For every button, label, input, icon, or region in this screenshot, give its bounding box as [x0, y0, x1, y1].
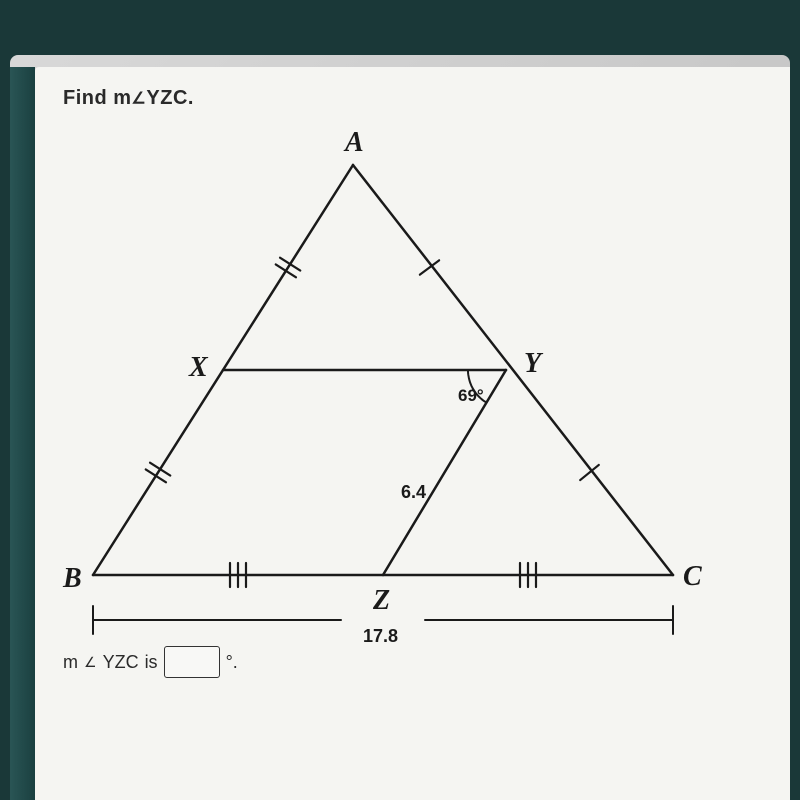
vertex-label-b: B [63, 563, 82, 595]
question-suffix: . [188, 87, 194, 109]
vertex-label-a: A [345, 127, 364, 159]
diagram-svg [63, 120, 703, 640]
content-panel: Find m∠YZC. 69°AXYBZC6.417.8 m∠YZC is °. [35, 67, 790, 800]
vertex-label-x: X [189, 352, 208, 384]
answer-angle-symbol: ∠ [84, 654, 97, 671]
answer-angle-name: YZC [103, 652, 139, 673]
question-angle: YZC [146, 87, 188, 109]
length-label-1: 17.8 [363, 626, 398, 647]
vertex-label-c: C [683, 561, 702, 593]
vertex-label-y: Y [524, 348, 541, 380]
answer-prefix: m [63, 652, 78, 673]
answer-line: m ∠ YZC is °. [63, 646, 762, 678]
angle-symbol: ∠ [132, 91, 147, 108]
answer-unit: °. [226, 652, 238, 673]
answer-input[interactable] [164, 646, 220, 678]
question-text: Find m∠YZC. [63, 87, 762, 110]
question-prefix: Find m [63, 87, 132, 109]
vertex-label-z: Z [373, 585, 390, 617]
panel-left-edge [10, 67, 35, 800]
photo-frame: Find m∠YZC. 69°AXYBZC6.417.8 m∠YZC is °. [10, 55, 790, 800]
answer-is: is [145, 652, 158, 673]
geometry-diagram: 69°AXYBZC6.417.8 [63, 120, 703, 640]
length-label-0: 6.4 [401, 482, 426, 503]
